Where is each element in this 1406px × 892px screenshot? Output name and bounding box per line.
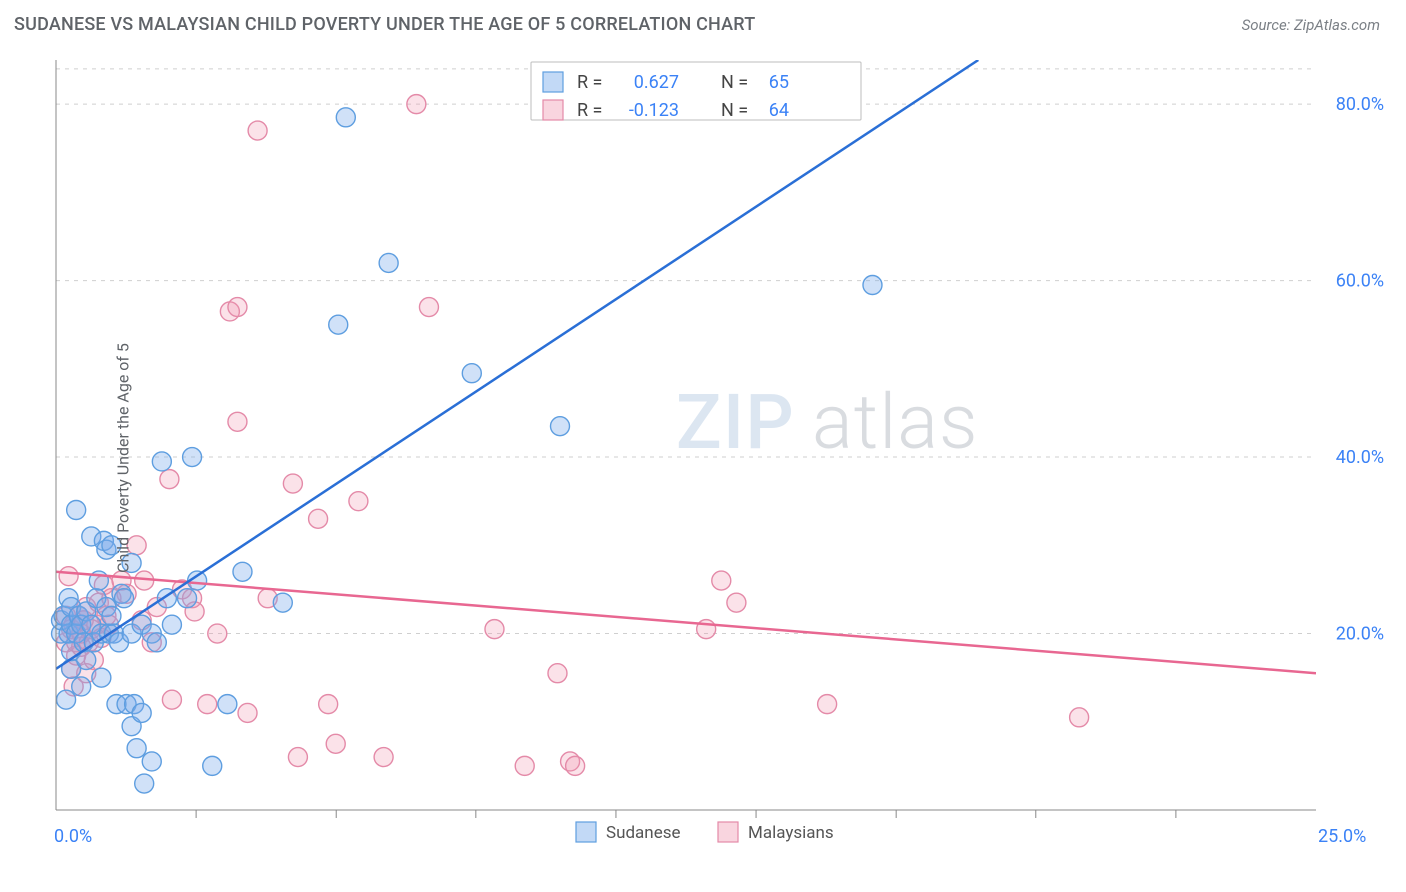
y-tick-label: 20.0%	[1336, 624, 1384, 645]
y-axis-label: Child Poverty Under the Age of 5	[113, 343, 132, 573]
page-title: SUDANESE VS MALAYSIAN CHILD POVERTY UNDE…	[14, 14, 755, 35]
svg-text:ZIP: ZIP	[676, 377, 795, 467]
trend-line-malaysians	[56, 572, 1316, 673]
svg-text:N =: N =	[721, 72, 748, 93]
svg-text:65: 65	[769, 72, 789, 93]
svg-text:0.627: 0.627	[634, 72, 679, 93]
svg-text:Malaysians: Malaysians	[748, 823, 834, 843]
x-tick-label: 0.0%	[54, 826, 92, 847]
y-tick-label: 80.0%	[1336, 94, 1384, 115]
series-legend: Sudanese Malaysians	[576, 822, 834, 843]
scatter-chart: ZIPatlas 20.0% 40.0% 60.0% 80.0% 0.0% 25.0% R =…	[14, 48, 1392, 868]
svg-text:64: 64	[769, 100, 789, 121]
svg-text:R =: R =	[577, 100, 602, 121]
svg-text:R =: R =	[577, 72, 602, 93]
svg-text:Sudanese: Sudanese	[606, 823, 681, 843]
svg-text:N =: N =	[721, 100, 748, 121]
chart-container: Child Poverty Under the Age of 5 ZIPatla…	[14, 48, 1392, 868]
y-tick-label: 60.0%	[1336, 271, 1384, 292]
y-tick-label: 40.0%	[1336, 447, 1384, 468]
svg-text:-0.123: -0.123	[629, 100, 679, 121]
stats-legend: R = 0.627 N = 65 R = -0.123 N = 64	[531, 62, 861, 121]
trend-line-sudanese	[56, 60, 978, 669]
watermark: ZIPatlas	[676, 377, 979, 467]
x-tick-label: 25.0%	[1318, 826, 1366, 847]
svg-text:atlas: atlas	[812, 377, 979, 467]
source-attribution: Source: ZipAtlas.com	[1242, 16, 1380, 34]
